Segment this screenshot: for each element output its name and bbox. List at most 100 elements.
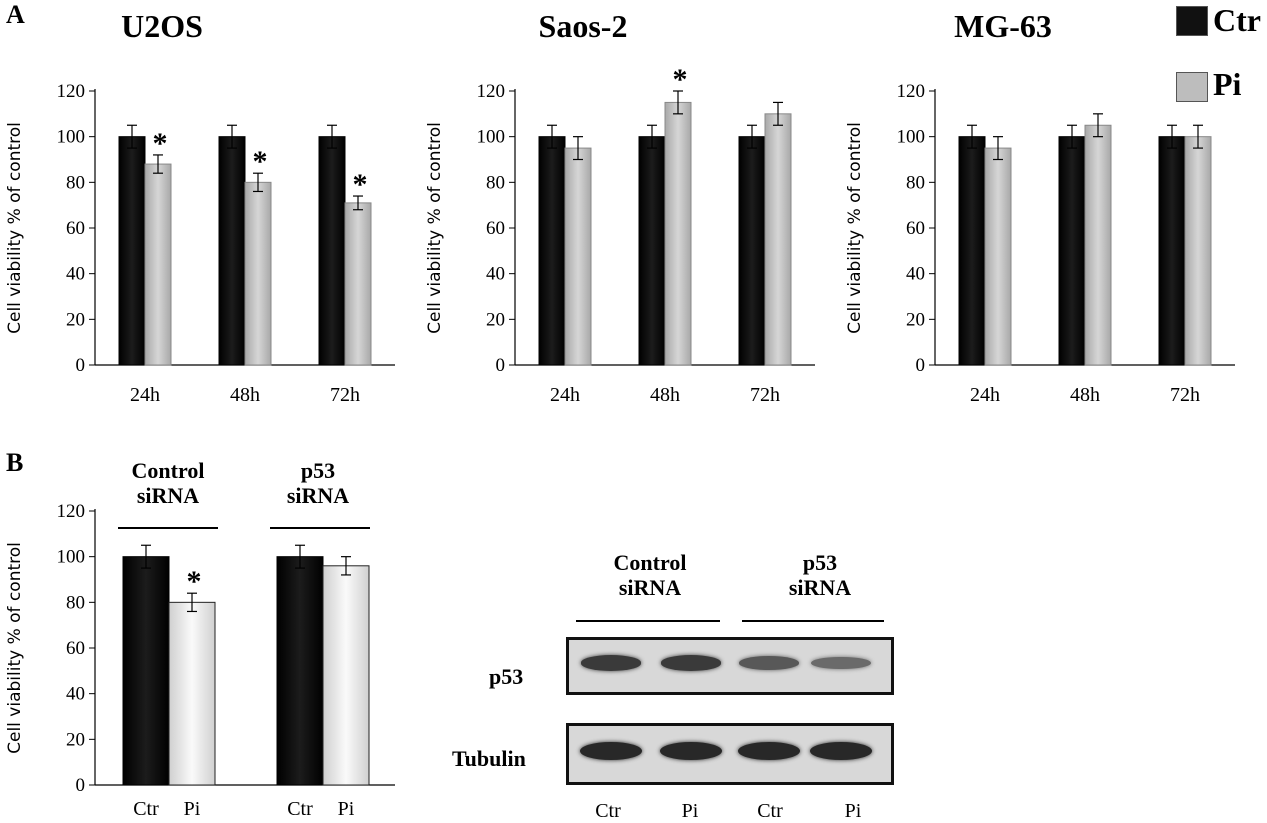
wb-band xyxy=(660,742,722,760)
wb-row-label-tubulin: Tubulin xyxy=(452,746,526,771)
significance-star: * xyxy=(353,168,368,201)
wb-row-label-p53: p53 xyxy=(489,664,524,689)
panel-b-group-label-control: Control siRNA xyxy=(98,458,238,509)
y-tick-label: 60 xyxy=(66,638,85,659)
wb-blot-p53 xyxy=(566,637,894,695)
x-tick-label: 72h xyxy=(1170,384,1200,406)
bar xyxy=(168,601,216,786)
y-tick-label: 20 xyxy=(486,309,505,330)
sirna-chart: Cell viability % of control 0 20 40 60 80 100 1… xyxy=(5,501,395,820)
x-tick-label: Ctr xyxy=(133,798,159,820)
bar xyxy=(218,136,246,366)
wb-rule-p53 xyxy=(742,620,884,622)
bar xyxy=(538,136,566,366)
y-tick-label: 100 xyxy=(57,547,86,568)
y-tick-label: 0 xyxy=(916,355,926,376)
wb-group-control-line1: Control xyxy=(613,550,687,575)
bar xyxy=(984,147,1012,366)
y-tick-label: 0 xyxy=(496,355,506,376)
bar xyxy=(244,181,272,366)
y-tick-label: 20 xyxy=(906,309,925,330)
x-tick-label: 48h xyxy=(1070,384,1100,406)
bar xyxy=(638,136,666,366)
legend-ctr-label: Ctr xyxy=(1213,2,1261,38)
panel-a-label: A xyxy=(6,0,25,29)
x-tick-label: Pi xyxy=(338,798,355,820)
bar xyxy=(958,136,986,366)
y-tick-label: 120 xyxy=(57,501,86,522)
wb-lane-label: Ctr xyxy=(595,800,621,822)
y-tick-label: 40 xyxy=(66,684,85,705)
bar xyxy=(118,136,146,366)
significance-star: * xyxy=(253,145,268,178)
wb-lane-label: Pi xyxy=(844,800,862,822)
y-axis-label: Cell viability % of control xyxy=(5,542,25,754)
y-tick-label: 40 xyxy=(906,264,925,285)
y-tick-label: 80 xyxy=(486,172,505,193)
y-axis-label: Cell viability % of control xyxy=(425,122,445,334)
x-tick-label: 24h xyxy=(130,384,160,406)
y-tick-label: 100 xyxy=(57,127,86,148)
significance-star: * xyxy=(673,63,688,96)
y-tick-label: 40 xyxy=(66,264,85,285)
wb-band xyxy=(810,742,872,760)
bar xyxy=(1058,136,1086,366)
significance-star: * xyxy=(153,127,168,160)
y-tick-label: 60 xyxy=(486,218,505,239)
legend-pi-swatch xyxy=(1176,72,1208,102)
x-tick-label: 72h xyxy=(330,384,360,406)
bar xyxy=(764,113,792,366)
chart-title-mg63: MG-63 xyxy=(954,8,1052,44)
y-tick-label: 0 xyxy=(76,355,86,376)
significance-star: * xyxy=(187,565,202,598)
wb-band xyxy=(739,656,799,670)
bar xyxy=(322,565,370,786)
x-tick-label: Pi xyxy=(184,798,201,820)
y-axis-label: Cell viability % of control xyxy=(845,122,865,334)
bar xyxy=(1158,136,1186,366)
x-tick-label: 48h xyxy=(650,384,680,406)
y-tick-label: 100 xyxy=(477,127,506,148)
y-tick-label: 80 xyxy=(66,592,85,613)
panel-b-group-control-line1: Control xyxy=(131,458,205,483)
mg63-chart: Cell viability % of control 0 20 40 60 80 100 1… xyxy=(845,81,1235,406)
bar xyxy=(144,163,172,366)
y-tick-label: 40 xyxy=(486,264,505,285)
bar xyxy=(318,136,346,366)
wb-band xyxy=(661,655,721,671)
bar xyxy=(564,147,592,366)
x-tick-label: 24h xyxy=(970,384,1000,406)
bar xyxy=(738,136,766,366)
wb-band xyxy=(581,655,641,671)
bar xyxy=(1184,136,1212,366)
y-tick-label: 120 xyxy=(57,81,86,102)
legend-pi-label: Pi xyxy=(1213,66,1242,102)
panel-b-rule-p53 xyxy=(270,527,370,529)
bar xyxy=(276,556,324,786)
y-tick-label: 20 xyxy=(66,309,85,330)
wb-band xyxy=(738,742,800,760)
y-tick-label: 20 xyxy=(66,729,85,750)
chart-title-u2os: U2OS xyxy=(121,8,203,44)
saos2-chart: Cell viability % of control 0 20 40 60 80 100 1… xyxy=(425,63,815,406)
wb-lane-label: Ctr xyxy=(757,800,783,822)
wb-blot-tubulin xyxy=(566,723,894,785)
y-tick-label: 80 xyxy=(906,172,925,193)
wb-group-control-line2: siRNA xyxy=(618,575,682,601)
panel-b-label: B xyxy=(6,448,24,477)
panel-b-rule-control xyxy=(118,527,218,529)
panel-b-group-label-p53: p53 siRNA xyxy=(248,458,388,509)
wb-group-label-control: Control siRNA xyxy=(580,550,720,601)
bar xyxy=(344,202,372,366)
panel-b-group-p53-line1: p53 xyxy=(300,458,336,483)
chart-title-saos2: Saos-2 xyxy=(538,8,628,44)
u2os-chart: Cell viability % of control 0 20 40 60 80 100 1… xyxy=(5,81,395,406)
x-tick-label: 72h xyxy=(750,384,780,406)
y-tick-label: 80 xyxy=(66,172,85,193)
panel-b-group-p53-line2: siRNA xyxy=(286,483,350,509)
wb-group-label-p53: p53 siRNA xyxy=(750,550,890,601)
legend-ctr-swatch xyxy=(1176,6,1208,36)
wb-rule-control xyxy=(576,620,720,622)
y-tick-label: 120 xyxy=(897,81,926,102)
y-tick-label: 60 xyxy=(66,218,85,239)
